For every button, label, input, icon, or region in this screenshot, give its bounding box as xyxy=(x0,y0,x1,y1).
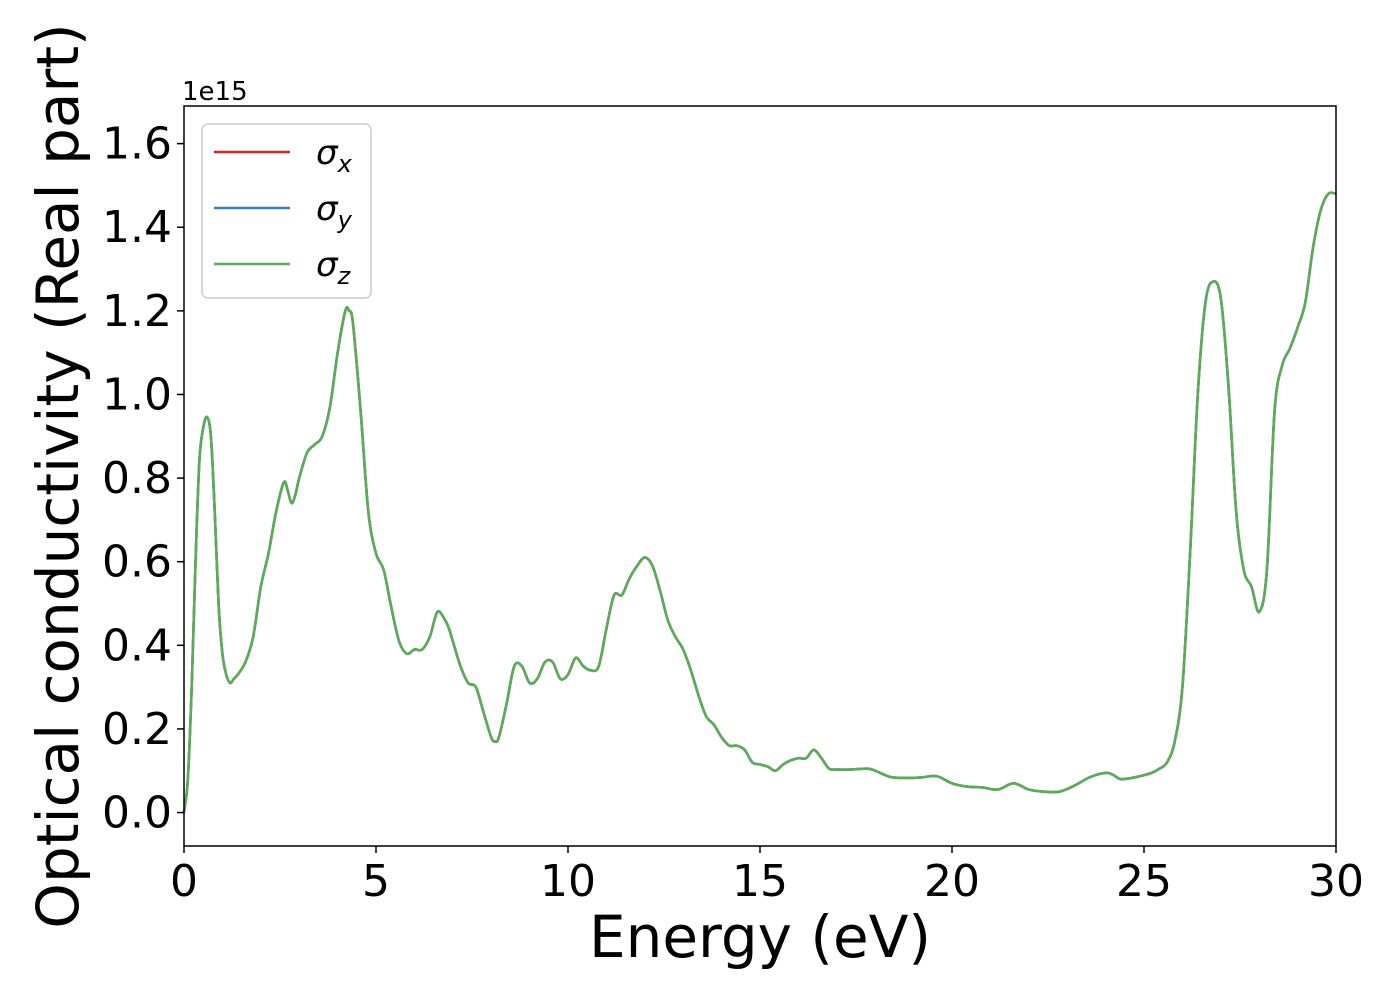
plot-lines xyxy=(182,191,1337,813)
legend-label-x: σx xyxy=(316,133,353,178)
x-tick-label: 15 xyxy=(732,856,788,907)
y-tick-label: 1.6 xyxy=(102,119,172,170)
legend-box xyxy=(201,123,372,299)
y-offset-label: 1e15 xyxy=(182,77,248,107)
legend-label-z: σz xyxy=(316,245,352,290)
y-tick-label: 1.4 xyxy=(102,202,172,253)
legend: σx σy σz xyxy=(201,123,372,299)
y-tick-label: 0.2 xyxy=(102,704,172,755)
x-axis-ticks: 0 5 10 15 20 25 30 xyxy=(170,846,1364,907)
y-tick-label: 1.0 xyxy=(102,369,172,420)
y-tick-label: 0.0 xyxy=(102,788,172,839)
x-axis-label: Energy (eV) xyxy=(589,903,931,971)
x-tick-label: 25 xyxy=(1116,856,1172,907)
y-tick-label: 0.8 xyxy=(102,453,172,504)
x-tick-label: 20 xyxy=(924,856,980,907)
y-axis-label: Optical conductivity (Real part) xyxy=(24,23,92,928)
x-tick-label: 5 xyxy=(362,856,390,907)
x-tick-label: 0 xyxy=(170,856,198,907)
x-tick-label: 30 xyxy=(1308,856,1364,907)
legend-label-y: σy xyxy=(316,189,353,234)
y-axis-ticks: 0.0 0.2 0.4 0.6 0.8 1.0 1.2 1.4 1.6 xyxy=(102,119,184,839)
series-line-z xyxy=(182,191,1337,813)
y-tick-label: 0.6 xyxy=(102,537,172,588)
x-tick-label: 10 xyxy=(540,856,596,907)
y-tick-label: 1.2 xyxy=(102,286,172,337)
y-tick-label: 0.4 xyxy=(102,620,172,671)
